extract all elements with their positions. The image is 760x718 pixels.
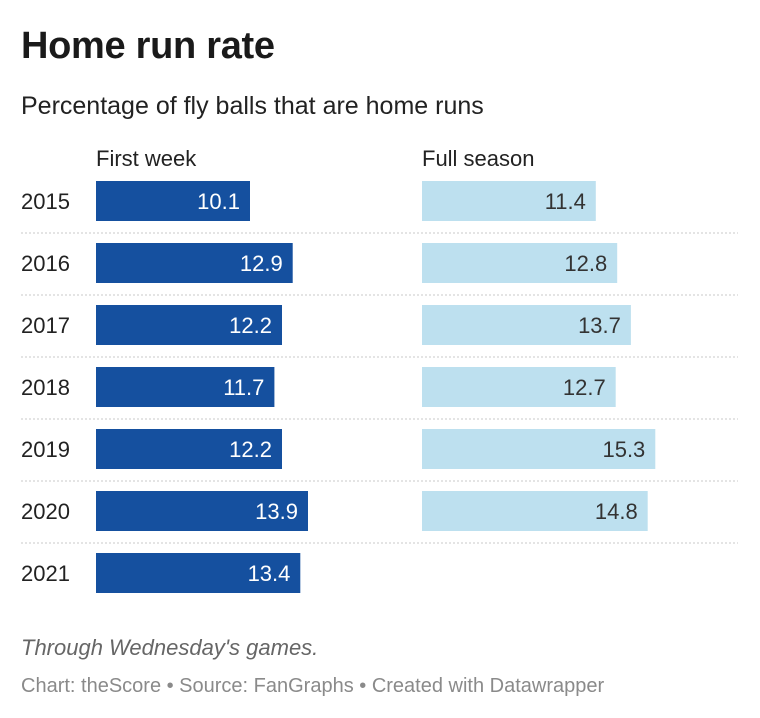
year-label: 2016 [21,251,70,276]
data-label: 12.2 [229,313,272,338]
bar-full-season [422,367,616,407]
bar-first-week [96,305,282,345]
footnote: Through Wednesday's games. [21,635,319,660]
data-label: 15.3 [602,437,645,462]
bar-first-week [96,243,293,283]
year-label: 2019 [21,437,70,462]
year-label: 2018 [21,375,70,400]
bar-first-week [96,553,301,593]
year-label: 2015 [21,189,70,214]
data-label: 12.8 [564,251,607,276]
bar-full-season [422,181,596,221]
year-label: 2020 [21,499,70,524]
data-label: 10.1 [197,189,240,214]
data-label: 11.7 [223,375,264,400]
data-label: 13.7 [578,313,621,338]
series-header-0: First week [96,146,197,171]
bar-full-season [422,243,618,283]
bar-first-week [96,429,282,469]
data-label: 11.4 [545,189,586,214]
data-label: 13.9 [255,499,298,524]
source-credits: Chart: theScore • Source: FanGraphs • Cr… [21,675,605,697]
data-label: 14.8 [595,499,638,524]
year-label: 2021 [21,561,70,586]
bar-first-week [96,491,308,531]
chart-title: Home run rate [21,25,275,67]
chart-subtitle: Percentage of fly balls that are home ru… [21,92,484,120]
bar-full-season [422,305,631,345]
series-header-1: Full season [422,146,535,171]
year-label: 2017 [21,313,70,338]
bar-chart: First week Full season 2015 10.1 11.4 2016 12.… [21,146,738,593]
data-label: 12.2 [229,437,272,462]
bar-first-week [96,181,250,221]
data-label: 13.4 [248,561,291,586]
bar-full-season [422,491,648,531]
bar-full-season [422,429,656,469]
data-label: 12.7 [563,375,606,400]
bar-first-week [96,367,275,407]
data-label: 12.9 [240,251,283,276]
